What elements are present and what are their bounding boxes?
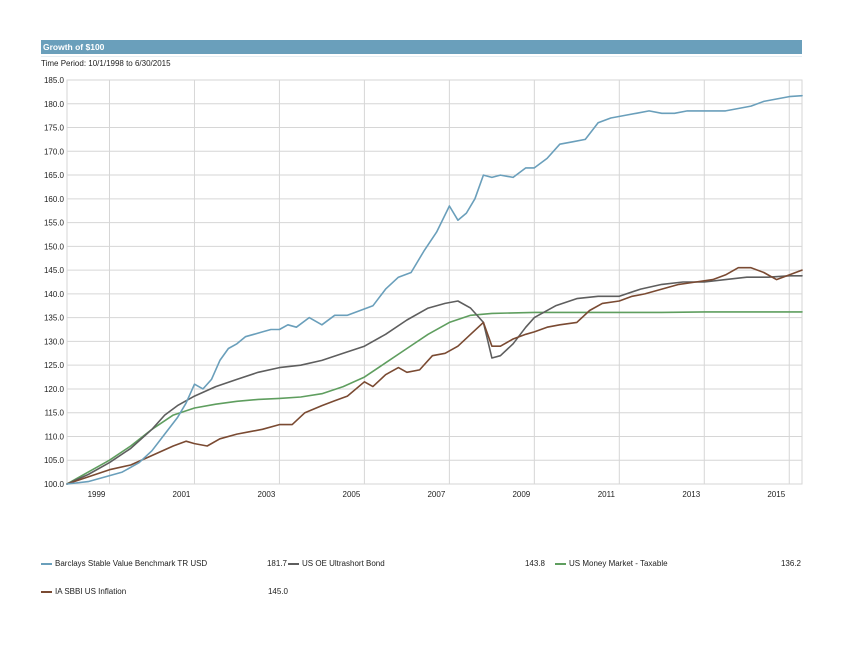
y-tick-label: 100.0: [44, 480, 65, 489]
grid-layer: [66, 79, 803, 485]
legend-label-money-market: US Money Market - Taxable: [569, 559, 668, 568]
y-tick-label: 130.0: [44, 337, 65, 346]
y-tick-label: 135.0: [44, 314, 65, 323]
series-line-money-market: [66, 311, 803, 485]
series-line-ultrashort: [66, 274, 803, 485]
y-tick-label: 105.0: [44, 456, 65, 465]
y-tick-label: 115.0: [45, 409, 65, 418]
chart-title: Growth of $100: [41, 40, 802, 54]
legend-item-ultrashort: US OE Ultrashort Bond: [288, 559, 385, 568]
legend-label-barclays: Barclays Stable Value Benchmark TR USD: [55, 559, 208, 568]
y-tick-label: 120.0: [44, 385, 65, 394]
x-tick-label: 2001: [173, 490, 191, 499]
legend-value-inflation: 145.0: [267, 587, 288, 596]
series-layer: [66, 94, 803, 485]
title-divider: [41, 56, 802, 57]
y-tick-label: 140.0: [44, 290, 65, 299]
y-tick-label: 110.0: [45, 432, 65, 441]
legend-swatch-money-market: [555, 562, 566, 565]
y-tick-label: 180.0: [44, 100, 65, 109]
legend-value-barclays: 181.7: [266, 559, 287, 568]
axis-layer: 100.0 105.0 110.0 115.0 120.0 125.0 130.0 135.0…: [44, 76, 786, 499]
x-tick-label: 1999: [88, 490, 106, 499]
x-tick-label: 2013: [682, 490, 700, 499]
x-tick-label: 2007: [427, 490, 445, 499]
series-line-barclays: [66, 94, 803, 485]
y-tick-label: 185.0: [44, 76, 65, 85]
x-tick-label: 2011: [598, 490, 616, 499]
x-tick-label: 2003: [258, 490, 276, 499]
y-tick-label: 125.0: [44, 361, 65, 370]
plot-area-border: [66, 79, 803, 485]
x-tick-label: 2015: [767, 490, 785, 499]
y-tick-label: 150.0: [44, 242, 65, 251]
y-tick-label: 175.0: [44, 124, 65, 133]
legend-item-inflation: IA SBBI US Inflation: [41, 587, 126, 596]
y-tick-label: 155.0: [44, 219, 65, 228]
legend-item-money-market: US Money Market - Taxable: [555, 559, 668, 568]
legend-item-barclays: Barclays Stable Value Benchmark TR USD: [41, 559, 207, 568]
legend-swatch-ultrashort: [288, 562, 299, 565]
legend-swatch-barclays: [41, 562, 52, 565]
y-tick-label: 170.0: [44, 147, 65, 156]
legend-label-inflation: IA SBBI US Inflation: [55, 587, 127, 596]
y-tick-label: 165.0: [44, 171, 65, 180]
y-tick-label: 160.0: [44, 195, 65, 204]
legend-swatch-inflation: [41, 590, 52, 593]
x-tick-label: 2009: [512, 490, 530, 499]
legend-value-ultrashort: 143.8: [524, 559, 545, 568]
chart-subtitle: Time Period: 10/1/1998 to 6/30/2015: [41, 59, 171, 68]
legend-value-money-market: 136.2: [780, 559, 801, 568]
y-tick-label: 145.0: [44, 266, 65, 275]
legend-label-ultrashort: US OE Ultrashort Bond: [302, 559, 385, 568]
x-tick-label: 2005: [343, 490, 361, 499]
series-line-inflation: [66, 266, 803, 485]
